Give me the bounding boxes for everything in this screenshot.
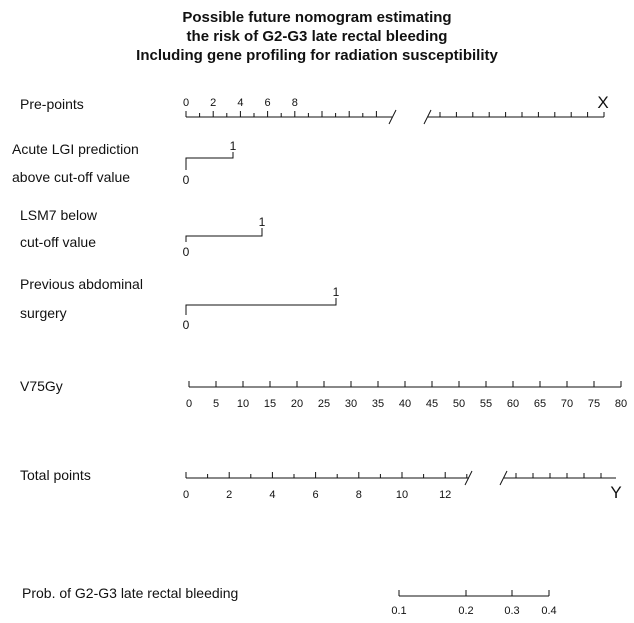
v75gy-tick-label: 65	[534, 398, 546, 410]
prepoints-tick-label: 6	[265, 97, 271, 109]
prepoints-label: Pre-points	[20, 96, 84, 112]
probability-tick-label: 0.1	[391, 605, 406, 617]
total-tick-label: 12	[439, 489, 451, 501]
v75gy-tick-label: 75	[588, 398, 600, 410]
v75gy-label: V75Gy	[20, 378, 63, 394]
total-tick-label: 0	[183, 489, 189, 501]
total-points-axis	[185, 470, 616, 486]
v75gy-tick-label: 15	[264, 398, 276, 410]
v75gy-axis	[188, 381, 622, 388]
surgery-label-line-1: Previous abdominal	[20, 276, 143, 292]
v75gy-tick-label: 5	[213, 398, 219, 410]
surgery-one-label: 1	[333, 285, 340, 299]
lsm7-one-label: 1	[259, 215, 266, 229]
probability-tick-label: 0.3	[504, 605, 519, 617]
acute-lgi-one-label: 1	[230, 139, 237, 153]
probability-label: Prob. of G2-G3 late rectal bleeding	[22, 585, 239, 601]
lsm7-label-line-2: cut-off value	[20, 234, 97, 250]
v75gy-tick-label: 60	[507, 398, 519, 410]
total-tick-label: 6	[313, 489, 319, 501]
surgery-zero-label: 0	[183, 318, 190, 332]
acute-lgi-label-line-2: above cut-off value	[12, 169, 131, 185]
prepoints-tick-label: 8	[292, 97, 298, 109]
total-end-label: Y	[610, 483, 621, 502]
prepoints-tick-label: 2	[210, 97, 216, 109]
surgery-step-line	[185, 298, 337, 315]
total-axis-break-right	[499, 470, 508, 486]
v75gy-tick-label: 20	[291, 398, 303, 410]
lsm7-step-line	[185, 228, 263, 242]
v75gy-tick-label: 25	[318, 398, 330, 410]
v75gy-tick-label: 55	[480, 398, 492, 410]
v75gy-tick-label: 50	[453, 398, 465, 410]
total-axis-break-left	[464, 470, 473, 486]
v75gy-tick-label: 40	[399, 398, 411, 410]
surgery-label-line-2: surgery	[20, 305, 67, 321]
title-line-1: Possible future nomogram estimating	[182, 9, 452, 26]
v75gy-tick-label: 30	[345, 398, 357, 410]
prepoints-axis-break-left	[388, 109, 397, 125]
title-line-3: Including gene profiling for radiation s…	[136, 47, 498, 64]
acute-lgi-label-line-1: Acute LGI prediction	[12, 141, 139, 157]
probability-axis	[398, 590, 550, 597]
prepoints-tick-label: 0	[183, 97, 189, 109]
acute-lgi-step-line	[185, 152, 234, 170]
total-tick-label: 4	[269, 489, 275, 501]
probability-tick-label: 0.2	[458, 605, 473, 617]
v75gy-tick-label: 10	[237, 398, 249, 410]
acute-lgi-zero-label: 0	[183, 173, 190, 187]
prepoints-end-label: X	[597, 93, 608, 112]
nomogram-title: Possible future nomogram estimating the …	[0, 8, 634, 65]
total-tick-label: 2	[226, 489, 232, 501]
probability-tick-label: 0.4	[541, 605, 556, 617]
total-points-label: Total points	[20, 467, 91, 483]
v75gy-tick-label: 80	[615, 398, 627, 410]
v75gy-tick-label: 35	[372, 398, 384, 410]
total-tick-label: 8	[356, 489, 362, 501]
prepoints-axis	[185, 109, 605, 125]
title-line-2: the risk of G2-G3 late rectal bleeding	[186, 28, 448, 45]
prepoints-axis-break-right	[423, 109, 432, 125]
prepoints-tick-label: 4	[237, 97, 243, 109]
lsm7-zero-label: 0	[183, 245, 190, 259]
v75gy-tick-label: 0	[186, 398, 192, 410]
total-tick-label: 10	[396, 489, 408, 501]
lsm7-label-line-1: LSM7 below	[20, 207, 98, 223]
v75gy-tick-label: 45	[426, 398, 438, 410]
v75gy-tick-label: 70	[561, 398, 573, 410]
